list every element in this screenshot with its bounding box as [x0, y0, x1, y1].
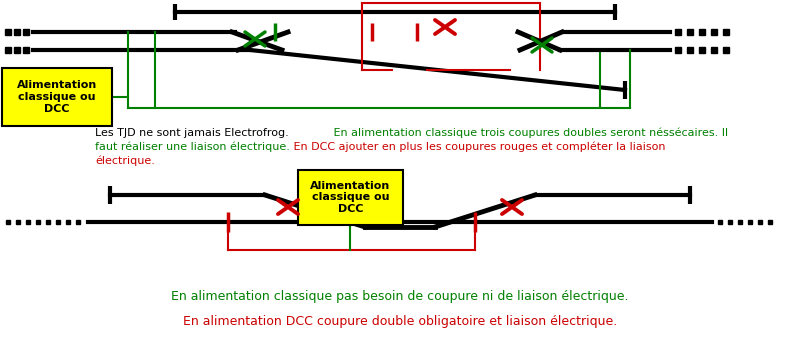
Text: Alimentation
classique ou
DCC: Alimentation classique ou DCC	[17, 80, 97, 113]
Text: électrique.: électrique.	[95, 156, 155, 166]
Text: Alimentation
classique ou
DCC: Alimentation classique ou DCC	[310, 181, 390, 214]
Text: En alimentation DCC coupure double obligatoire et liaison électrique.: En alimentation DCC coupure double oblig…	[183, 315, 617, 328]
Text: faut réaliser une liaison électrique.: faut réaliser une liaison électrique.	[95, 142, 290, 152]
FancyBboxPatch shape	[298, 170, 403, 225]
Text: Les TJD ne sont jamais Electrofrog.: Les TJD ne sont jamais Electrofrog.	[95, 128, 289, 138]
Text: En alimentation classique trois coupures doubles seront néssécaires. Il: En alimentation classique trois coupures…	[330, 128, 728, 139]
Text: En alimentation classique pas besoin de coupure ni de liaison électrique.: En alimentation classique pas besoin de …	[171, 290, 629, 303]
Text: En DCC ajouter en plus les coupures rouges et compléter la liaison: En DCC ajouter en plus les coupures roug…	[290, 142, 666, 152]
FancyBboxPatch shape	[2, 68, 112, 126]
